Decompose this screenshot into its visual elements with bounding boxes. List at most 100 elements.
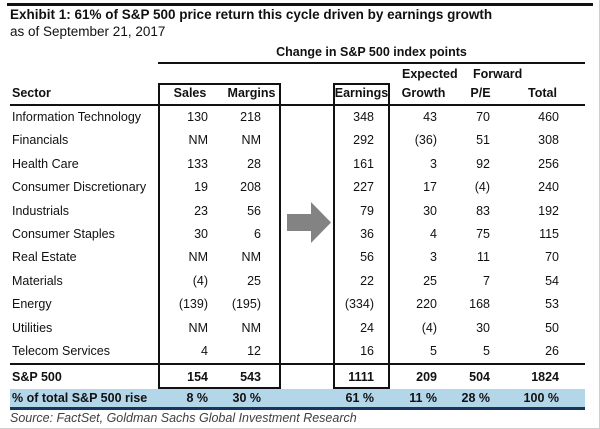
- growth-cell: 25: [423, 273, 437, 288]
- pe-cell: 75: [476, 226, 490, 241]
- total-column-header: Total: [528, 86, 557, 100]
- sp500-total-row: S&P 500 154 543 1111 209 504 1824: [10, 363, 585, 389]
- sales-cell: 130: [187, 110, 208, 124]
- gap-cell: [281, 270, 333, 293]
- pe-cell: 30: [476, 320, 490, 335]
- sales-cell: 154: [187, 370, 208, 384]
- table-row: Real Estate NM NM 56 3 11 70: [10, 246, 585, 269]
- total-cell: 192: [538, 203, 559, 218]
- sales-cell: NM: [188, 320, 208, 335]
- total-cell: 50: [545, 320, 559, 335]
- margins-cell: 6: [254, 226, 261, 241]
- column-header-row: Sector Sales Margins Earnings Growth P/E…: [10, 83, 585, 106]
- growth-cell: 3: [430, 156, 437, 171]
- gap-cell: [281, 389, 333, 407]
- earnings-cell: 227: [353, 180, 374, 195]
- table-row: Health Care 133 28 161 3 92 256: [10, 153, 585, 176]
- upper-header-row: Expected Forward: [10, 66, 585, 83]
- sales-cell: 133: [187, 156, 208, 171]
- earnings-cell: (334): [344, 297, 374, 312]
- expected-header: Expected: [402, 67, 458, 81]
- table-row: Consumer Discretionary 19 208 227 17 (4)…: [10, 176, 585, 199]
- earnings-column-header: Earnings: [334, 86, 389, 100]
- growth-cell: 17: [423, 180, 437, 195]
- margins-column-header: Margins: [227, 86, 276, 100]
- margins-cell: NM: [241, 250, 261, 265]
- earnings-cell: 36: [360, 226, 374, 241]
- exhibit-subtitle: as of September 21, 2017: [10, 24, 166, 39]
- forward-header: Forward: [473, 67, 523, 81]
- earnings-cell: 348: [353, 110, 374, 124]
- sales-cell: 19: [194, 180, 208, 195]
- table-row: Financials NM NM 292 (36) 51 308: [10, 129, 585, 152]
- growth-cell: 43: [423, 110, 437, 124]
- total-cell: 308: [538, 133, 559, 148]
- sector-cell: Real Estate: [12, 250, 77, 265]
- exhibit-title: Exhibit 1: 61% of S&P 500 price return t…: [10, 7, 493, 22]
- gap-cell: [281, 129, 333, 152]
- total-cell: 53: [545, 297, 559, 312]
- margins-cell: 28: [247, 156, 261, 171]
- margins-cell: (195): [231, 297, 261, 312]
- sector-column-header: Sector: [12, 86, 51, 100]
- sector-cell: Industrials: [12, 203, 69, 218]
- table-row: Telecom Services 4 12 16 5 5 26: [10, 340, 585, 363]
- pe-cell: 28 %: [461, 391, 491, 405]
- spacer: [10, 66, 158, 83]
- top-rule: [7, 3, 593, 6]
- pe-cell: 7: [483, 273, 490, 288]
- table-row: Utilities NM NM 24 (4) 30 50: [10, 317, 585, 340]
- spacer: [333, 66, 390, 83]
- earnings-cell: 79: [360, 203, 374, 218]
- sector-cell: Health Care: [12, 156, 79, 171]
- total-cell: 26: [545, 343, 559, 358]
- pe-cell: 5: [483, 343, 490, 358]
- margins-cell: 12: [247, 343, 261, 358]
- total-cell: 115: [539, 226, 559, 241]
- margins-cell: 30 %: [232, 391, 262, 405]
- sales-cell: NM: [188, 133, 208, 148]
- gap-cell: [281, 317, 333, 340]
- sales-cell: 30: [194, 226, 208, 241]
- source-note: Source: FactSet, Goldman Sachs Global In…: [10, 411, 357, 425]
- sector-cell: Consumer Staples: [12, 226, 115, 241]
- spacer: [500, 66, 585, 83]
- percent-of-rise-row: % of total S&P 500 rise 8 % 30 % 61 % 11…: [10, 389, 585, 410]
- growth-column-header: Growth: [401, 86, 446, 100]
- sector-cell: Information Technology: [12, 110, 142, 124]
- gap-cell: [281, 293, 333, 316]
- gap-cell: [281, 106, 333, 129]
- sector-rows: Information Technology 130 218 348 43 70…: [10, 106, 585, 363]
- total-cell: 54: [545, 273, 559, 288]
- earnings-cell: 61 %: [345, 391, 375, 405]
- margins-cell: NM: [241, 133, 261, 148]
- sector-cell: Consumer Discretionary: [12, 180, 147, 195]
- sector-cell: Telecom Services: [12, 343, 110, 358]
- spacer: [222, 66, 281, 83]
- sales-cell: (4): [192, 273, 208, 288]
- total-cell: 70: [545, 250, 559, 265]
- spacer: [281, 83, 333, 104]
- table-row: Energy (139) (195) (334) 220 168 53: [10, 293, 585, 316]
- growth-cell: 11 %: [409, 391, 437, 405]
- sector-cell: S&P 500: [12, 370, 62, 384]
- growth-cell: 5: [430, 343, 437, 358]
- spacer: [158, 66, 222, 83]
- gap-cell: [281, 153, 333, 176]
- margins-cell: 208: [240, 180, 261, 195]
- total-cell: 460: [538, 110, 559, 124]
- sales-cell: NM: [188, 250, 208, 265]
- right-arrow-icon: [287, 200, 331, 245]
- margins-cell: 56: [247, 203, 261, 218]
- sector-cell: Financials: [12, 133, 69, 148]
- growth-cell: 220: [416, 297, 437, 312]
- total-cell: 1824: [531, 370, 559, 384]
- total-cell: 100 %: [523, 391, 559, 405]
- total-cell: 240: [538, 180, 559, 195]
- pe-column-header: P/E: [470, 86, 491, 100]
- gap-cell: [281, 176, 333, 199]
- sector-cell: % of total S&P 500 rise: [12, 391, 148, 405]
- growth-cell: 209: [416, 370, 437, 384]
- sector-cell: Utilities: [12, 320, 53, 335]
